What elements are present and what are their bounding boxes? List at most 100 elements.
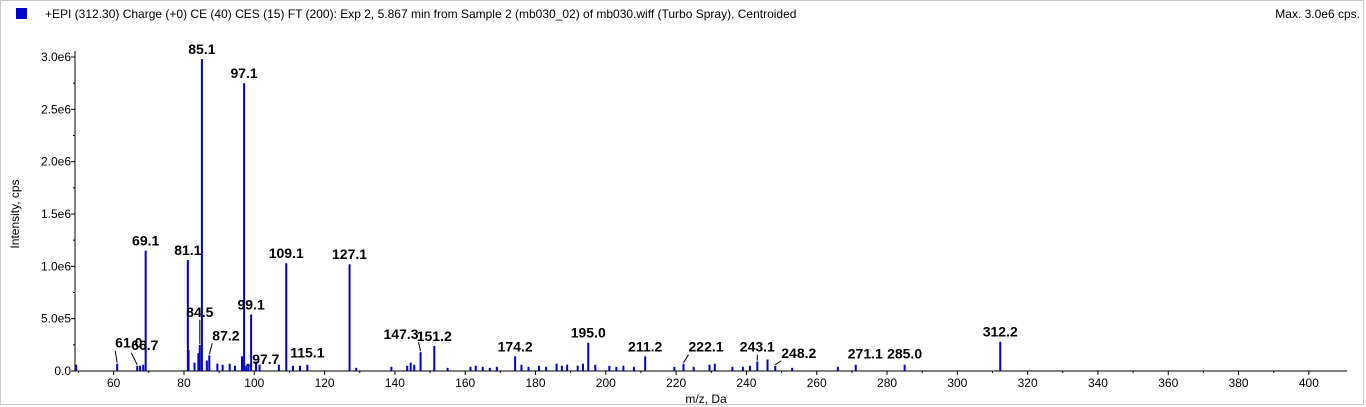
peak-label: 222.1 <box>689 339 724 355</box>
peak-label: 151.2 <box>417 328 452 344</box>
peak-label: 248.2 <box>781 345 816 361</box>
peak-label: 99.1 <box>237 296 264 312</box>
peak-bar <box>186 260 189 371</box>
peak-label-leader <box>208 343 213 355</box>
max-intensity-label: Max. 3.0e6 cps. <box>1275 7 1360 21</box>
peak-bar <box>545 366 548 371</box>
peak-bar <box>228 363 231 371</box>
peak-bar <box>208 355 211 371</box>
peak-bar <box>488 367 491 371</box>
peak-bar <box>632 366 635 371</box>
y-tick-label: 3.0e6 <box>41 50 71 64</box>
peak-bar <box>566 364 569 371</box>
peak-bar <box>713 363 716 371</box>
peak-bar <box>198 344 201 371</box>
peak-label-leader <box>246 364 253 368</box>
peak-bar <box>277 364 280 371</box>
peak-bar <box>258 364 261 371</box>
peak-bar <box>673 366 676 371</box>
peak-bar <box>446 367 449 371</box>
peak-label: 312.2 <box>983 324 1018 340</box>
peak-bar <box>142 364 145 371</box>
peak-bar <box>197 353 200 371</box>
peak-bar <box>221 364 224 371</box>
peak-bar <box>594 364 597 371</box>
series-color-swatch <box>16 8 27 19</box>
peak-bar <box>116 363 119 371</box>
peak-bar <box>766 359 769 371</box>
peak-label-leader <box>114 350 118 363</box>
peak-bar <box>514 356 517 371</box>
y-tick-label: 1.0e6 <box>41 259 71 273</box>
x-tick-label: 160 <box>455 376 475 390</box>
peak-bar <box>355 367 358 371</box>
peak-bar <box>240 356 243 371</box>
peak-label: 211.2 <box>628 338 662 354</box>
peak-bar <box>999 341 1002 371</box>
peak-bar <box>285 263 288 371</box>
y-axis-title: Intensity, cps <box>8 179 22 248</box>
peak-label-leader <box>774 360 782 366</box>
peak-bar <box>205 360 208 371</box>
peak-bar <box>144 250 147 371</box>
peak-bar <box>233 365 236 371</box>
y-tick-label: 0.0 <box>54 364 71 378</box>
peak-bar <box>555 363 558 371</box>
x-tick-label: 100 <box>244 376 264 390</box>
peak-label: 97.7 <box>252 351 279 367</box>
peak-bar <box>581 363 584 371</box>
peak-bar <box>692 366 695 371</box>
peak-bar <box>348 264 351 371</box>
axes-group: 0.0 5.0e5 1.0e6 1.5e6 2.0e6 2.5e6 3.0e6 60 80 100… <box>41 50 1347 390</box>
peak-bar <box>774 365 777 371</box>
x-tick-label: 240 <box>736 376 756 390</box>
peak-bar <box>247 363 250 371</box>
peak-bar <box>748 365 751 371</box>
peak-label: 174.2 <box>498 338 533 354</box>
peak-label-leader <box>130 352 138 365</box>
peak-bar <box>527 366 530 371</box>
peak-bar <box>903 364 906 371</box>
peak-label: 115.1 <box>290 345 324 361</box>
peak-bar <box>682 363 685 371</box>
peak-label: 109.1 <box>269 245 304 261</box>
peak-bar <box>406 365 409 371</box>
x-tick-label: 300 <box>947 376 967 390</box>
peak-label: 285.0 <box>887 346 922 362</box>
peak-label: 61.0 <box>115 335 142 351</box>
peak-bar <box>193 362 196 371</box>
y-tick-label: 2.0e6 <box>41 155 71 169</box>
peak-bar <box>756 361 759 371</box>
peak-bar <box>433 345 436 371</box>
peak-labels-group: 61.066.7 69.1 81.1 84.5 85.1 87.2 97.1 97.7 99.1… <box>114 41 1018 368</box>
peak-label-leader <box>418 342 422 352</box>
peak-bar <box>538 365 541 371</box>
peak-bar <box>187 350 190 371</box>
x-tick-label: 180 <box>525 376 545 390</box>
peak-label: 66.7 <box>131 337 158 353</box>
peak-label: 243.1 <box>740 339 775 355</box>
y-tick-label: 5.0e5 <box>41 312 71 326</box>
x-tick-label: 280 <box>877 376 897 390</box>
peak-bar <box>587 342 590 371</box>
peak-label: 81.1 <box>174 242 201 258</box>
peak-label: 97.1 <box>230 65 257 81</box>
peak-bar <box>622 365 625 371</box>
peak-bar <box>419 352 422 371</box>
peak-label: 147.3 <box>384 326 419 342</box>
peak-bar <box>409 362 412 371</box>
peaks-group <box>75 59 1002 372</box>
x-tick-label: 380 <box>1229 376 1249 390</box>
peak-label: 85.1 <box>188 41 215 57</box>
peak-bar <box>255 361 258 371</box>
peak-label: 87.2 <box>212 327 239 343</box>
peak-bar <box>216 363 219 371</box>
peak-bar <box>520 364 523 371</box>
peak-bar <box>741 366 744 371</box>
x-tick-label: 260 <box>807 376 827 390</box>
peak-bar <box>560 365 563 371</box>
peak-bar <box>495 366 498 371</box>
peak-label: 69.1 <box>132 233 159 249</box>
peak-bar <box>731 366 734 371</box>
